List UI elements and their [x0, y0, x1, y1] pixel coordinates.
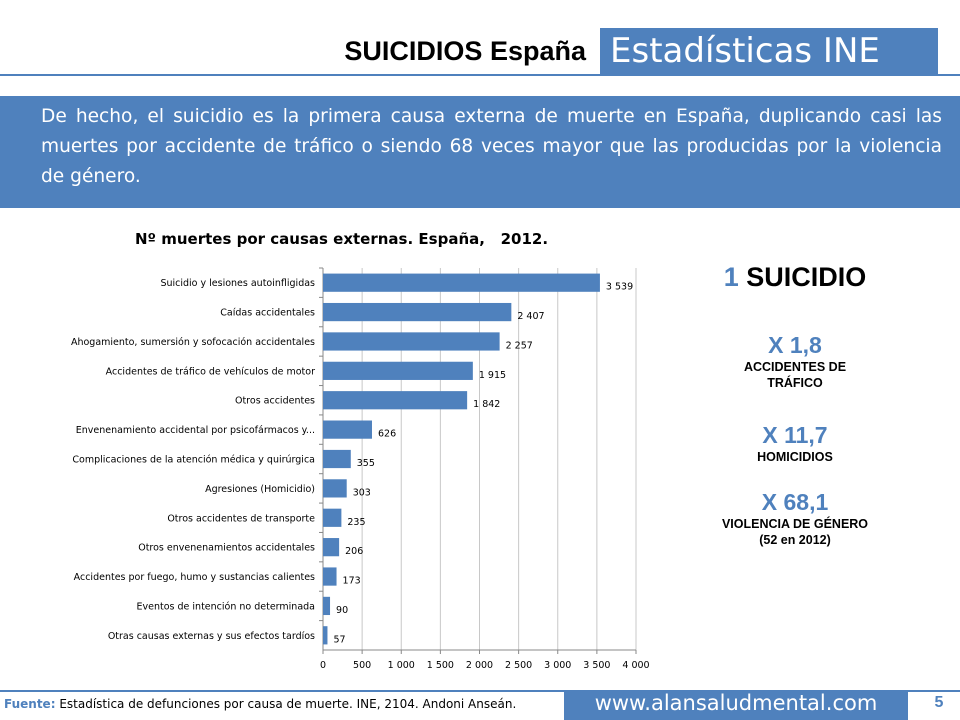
header-divider — [0, 74, 960, 76]
chart-title: Nº muertes por causas externas. España, … — [135, 230, 549, 248]
comparison-label: ACCIDENTES DE — [743, 360, 847, 374]
category-label: Complicaciones de la atención médica y q… — [72, 455, 315, 466]
x-tick-label: 1 500 — [427, 660, 454, 671]
footer-divider — [0, 690, 960, 692]
bar — [323, 332, 500, 351]
bar — [323, 361, 473, 380]
category-label: Accidentes de tráfico de vehículos de mo… — [106, 366, 315, 377]
comparison-multiplier: X 11,7 — [762, 422, 828, 448]
category-label: Agresiones (Homicidio) — [205, 484, 315, 495]
category-label: Suicidio y lesiones autoinfligidas — [160, 278, 315, 289]
slide-subtitle: Estadísticas INE 2014 — [600, 28, 938, 117]
category-label: Caídas accidentales — [220, 308, 315, 319]
category-label: Otros accidentes de transporte — [167, 513, 315, 524]
data-label: 626 — [378, 429, 396, 440]
x-tick-label: 2 000 — [466, 660, 493, 671]
x-tick-label: 2 500 — [505, 660, 532, 671]
comparison-multiplier: X 1,8 — [768, 332, 822, 358]
comparison-label: VIOLENCIA DE GÉNERO — [721, 517, 869, 531]
comparison-traffic: X 1,8 ACCIDENTES DE TRÁFICO — [690, 332, 900, 391]
comparison-label-2: TRÁFICO — [767, 376, 823, 390]
bar — [323, 538, 340, 557]
data-label: 2 407 — [517, 311, 544, 322]
bar-chart: 0 500 1 000 1 500 2 000 2 500 3 000 3 500 4 000 S… — [71, 267, 650, 671]
x-tick-label: 0 — [320, 660, 326, 671]
data-label: 57 — [333, 634, 345, 645]
x-tick-label: 1 000 — [388, 660, 415, 671]
slide-title: SUICIDIOS España — [344, 36, 586, 66]
data-label: 173 — [343, 576, 361, 587]
bar — [323, 302, 512, 322]
bar — [323, 420, 372, 439]
bar — [323, 479, 347, 498]
x-tick-label: 3 000 — [544, 660, 571, 671]
source-text: Estadística de defunciones por causa de … — [59, 697, 517, 711]
category-label: Ahogamiento, sumersión y sofocación acci… — [71, 337, 315, 348]
data-label: 303 — [353, 487, 371, 498]
source-label: Fuente: — [4, 697, 56, 711]
intro-text: De hecho, el suicidio es la primera caus… — [0, 96, 960, 208]
bar — [323, 567, 337, 586]
comparison-homicide: X 11,7 HOMICIDIOS — [690, 422, 900, 465]
data-label: 1 842 — [473, 399, 500, 410]
bar — [323, 596, 331, 616]
bar — [323, 391, 468, 410]
category-label: Otros accidentes — [235, 396, 315, 407]
category-label: Envenenamiento accidental por psicofárma… — [76, 425, 315, 436]
data-label: 206 — [345, 546, 363, 557]
comparison-label: HOMICIDIOS — [757, 450, 833, 464]
category-label: Accidentes por fuego, humo y sustancias … — [74, 572, 315, 583]
page-number: 5 — [934, 694, 944, 711]
data-label: 1 915 — [479, 370, 506, 381]
data-label: 355 — [357, 458, 375, 469]
side-headline: 1 SUICIDIO — [690, 262, 900, 293]
bar — [323, 449, 351, 469]
comparison-label-2: (52 en 2012) — [759, 533, 831, 547]
comparison-gender-violence: X 68,1 VIOLENCIA DE GÉNERO (52 en 2012) — [690, 489, 900, 548]
data-label: 3 539 — [606, 282, 633, 293]
bar — [323, 508, 342, 527]
x-tick-label: 4 000 — [622, 660, 649, 671]
x-tick-label: 3 500 — [583, 660, 610, 671]
x-tick-label: 500 — [353, 660, 371, 671]
side-headline-number: 1 — [723, 262, 739, 292]
category-label: Eventos de intención no determinada — [137, 601, 315, 612]
website-url[interactable]: www.alansaludmental.com — [564, 690, 908, 720]
bar — [323, 626, 328, 645]
source-note: Fuente: Estadística de defunciones por c… — [4, 697, 516, 711]
data-label: 2 257 — [506, 340, 533, 351]
category-label: Otras causas externas y sus efectos tard… — [108, 631, 315, 642]
bar — [323, 273, 600, 292]
category-label: Otros envenenamientos accidentales — [138, 543, 315, 554]
comparison-multiplier: X 68,1 — [761, 489, 829, 515]
data-label: 235 — [347, 517, 365, 528]
side-headline-label: SUICIDIO — [746, 262, 867, 292]
data-label: 90 — [336, 605, 348, 616]
